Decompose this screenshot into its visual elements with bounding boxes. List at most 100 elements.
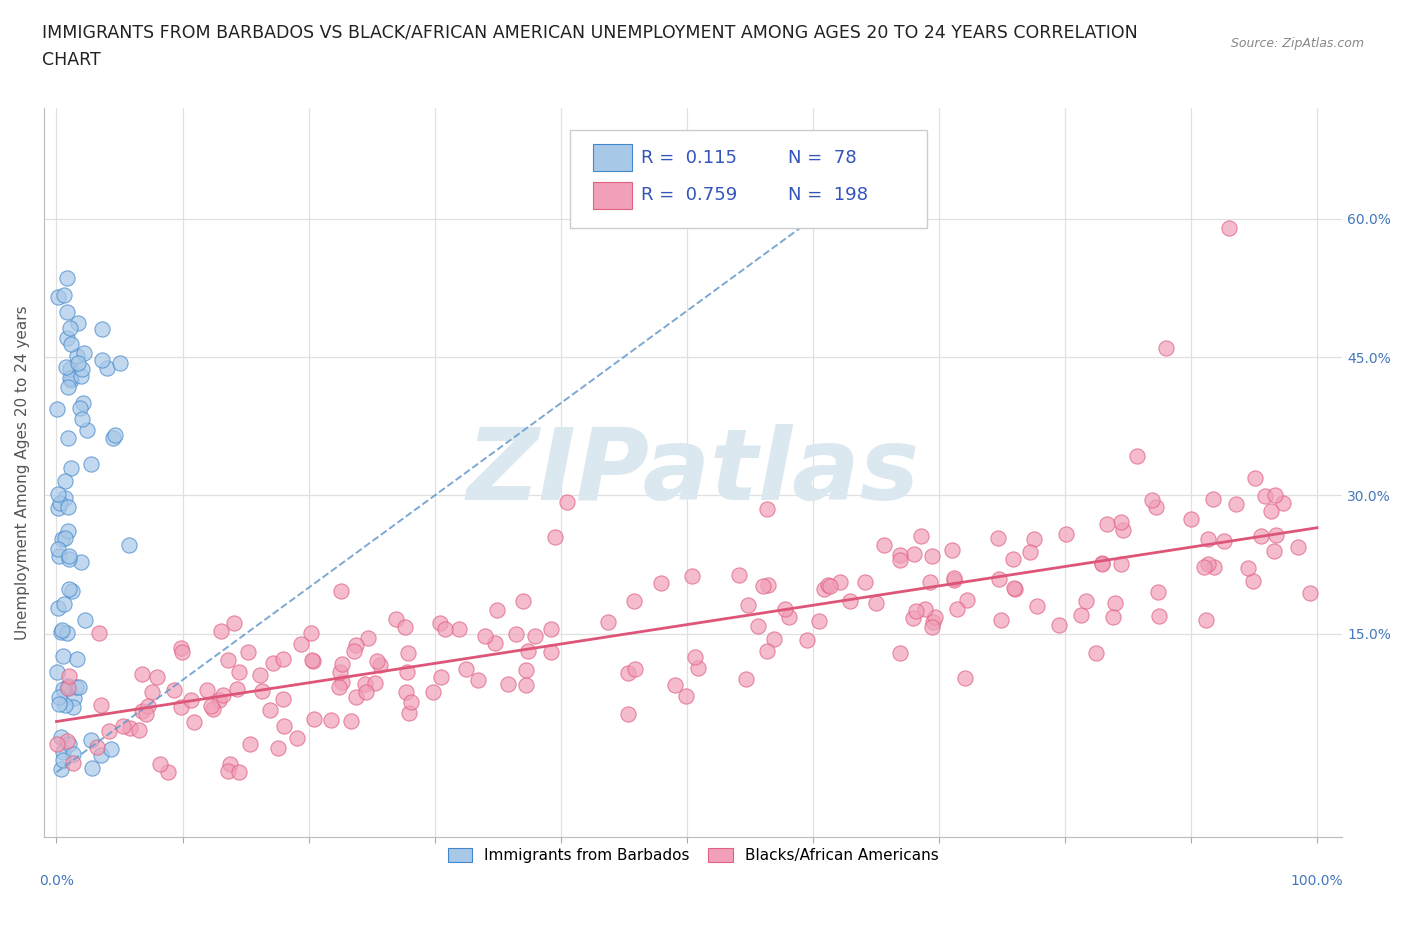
Point [1197, 531, 1219, 546]
Point [344, 637, 367, 652]
Point [830, 575, 852, 590]
Point [59, 461, 82, 476]
Point [228, 764, 250, 779]
Point [540, 644, 562, 659]
Point [69, 368, 91, 383]
Text: Source: ZipAtlas.com: Source: ZipAtlas.com [1230, 37, 1364, 50]
Point [385, 612, 408, 627]
Point [1047, 618, 1070, 632]
Point [1254, 488, 1277, 503]
Point [82, 761, 104, 776]
Point [108, 355, 131, 370]
Point [59, 362, 82, 377]
Point [55, 360, 77, 375]
Point [228, 664, 250, 679]
Text: N =  78: N = 78 [787, 149, 856, 166]
Point [58, 549, 80, 564]
Point [103, 431, 125, 445]
Point [63, 690, 86, 705]
Point [208, 693, 231, 708]
Point [943, 571, 966, 586]
Point [170, 700, 193, 715]
Point [302, 654, 325, 669]
Point [523, 629, 546, 644]
Point [664, 678, 686, 693]
Point [650, 576, 672, 591]
Point [544, 530, 567, 545]
Point [865, 595, 887, 610]
Point [353, 677, 375, 692]
Point [75, 613, 97, 628]
Point [873, 538, 896, 552]
Point [299, 625, 322, 640]
Point [1271, 496, 1294, 511]
Point [807, 613, 830, 628]
Point [72, 396, 94, 411]
Point [467, 672, 489, 687]
Point [1025, 599, 1047, 614]
Point [429, 616, 451, 631]
Point [941, 542, 963, 557]
Point [304, 711, 326, 726]
Point [67, 355, 90, 370]
Point [728, 568, 751, 583]
Point [52, 744, 75, 759]
Point [734, 671, 756, 686]
Point [69, 401, 91, 416]
Point [273, 692, 295, 707]
Point [1074, 593, 1097, 608]
FancyBboxPatch shape [569, 130, 927, 228]
Point [53, 530, 76, 545]
Point [889, 548, 911, 563]
Point [156, 764, 179, 779]
Point [146, 670, 169, 684]
Point [344, 689, 367, 704]
Point [49, 495, 72, 510]
Point [596, 615, 619, 630]
Point [80, 732, 103, 747]
Point [1236, 560, 1258, 575]
Point [180, 693, 202, 708]
Point [1002, 580, 1025, 595]
Point [89, 625, 111, 640]
Point [343, 644, 366, 658]
Point [1180, 512, 1202, 526]
FancyBboxPatch shape [593, 182, 633, 208]
Point [259, 702, 281, 717]
Point [889, 645, 911, 660]
Point [53, 473, 76, 488]
Point [60, 584, 83, 599]
Point [1286, 539, 1309, 554]
Point [118, 538, 141, 552]
Point [45, 665, 67, 680]
Point [394, 619, 416, 634]
Point [209, 624, 232, 639]
Point [212, 688, 235, 703]
Point [796, 632, 818, 647]
Point [617, 666, 640, 681]
Point [1197, 556, 1219, 571]
Point [1102, 609, 1125, 624]
Point [56, 733, 79, 748]
Point [271, 651, 294, 666]
Point [195, 683, 218, 698]
Point [55, 331, 77, 346]
Point [924, 609, 946, 624]
Point [239, 737, 262, 751]
Point [135, 707, 157, 722]
Point [91, 321, 114, 336]
Point [1109, 515, 1132, 530]
Point [90, 698, 112, 712]
Point [56, 271, 79, 286]
Text: ZIPatlas: ZIPatlas [467, 424, 920, 521]
Point [910, 528, 932, 543]
Point [398, 705, 420, 720]
Point [58, 581, 80, 596]
Point [56, 431, 79, 445]
Point [921, 619, 943, 634]
Point [1241, 574, 1264, 589]
Point [1299, 585, 1322, 600]
FancyBboxPatch shape [593, 144, 633, 171]
Point [987, 530, 1010, 545]
Point [429, 670, 451, 684]
